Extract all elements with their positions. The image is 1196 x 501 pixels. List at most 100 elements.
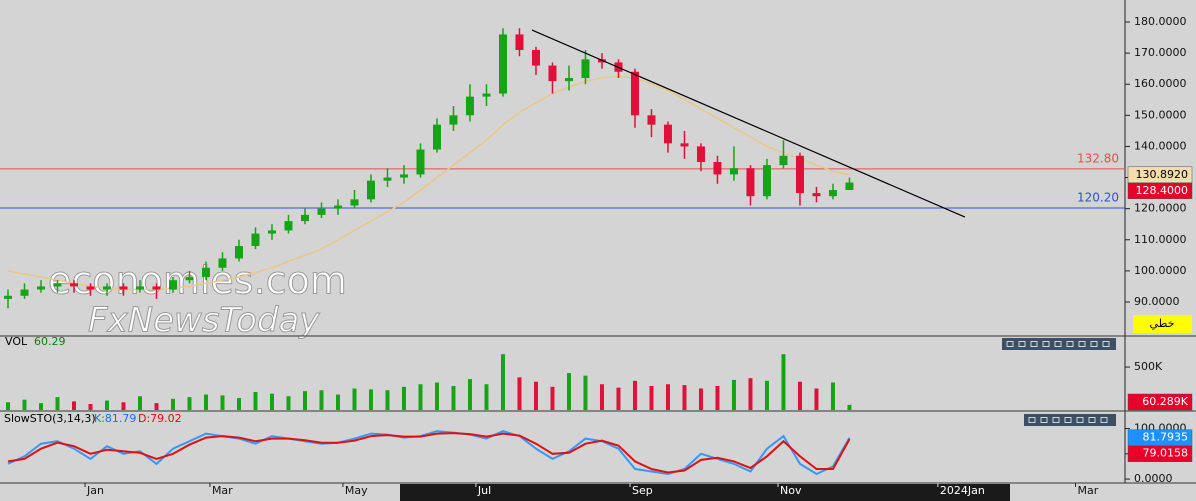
candle-body bbox=[696, 146, 705, 162]
candle-body bbox=[812, 193, 821, 197]
volume-bar bbox=[566, 373, 571, 410]
stoch-k bbox=[7, 430, 851, 476]
toolbar-icon bbox=[1042, 341, 1050, 347]
candle-body bbox=[86, 286, 95, 290]
volume-bar bbox=[484, 384, 489, 410]
toolbar-icon bbox=[1090, 341, 1098, 347]
volume-bar bbox=[649, 385, 654, 410]
x-tick-label: Nov bbox=[780, 484, 802, 497]
candle-body bbox=[168, 280, 177, 290]
level-label: 132.80 bbox=[1077, 151, 1119, 165]
candle-body bbox=[152, 286, 161, 290]
candle-body bbox=[185, 277, 194, 281]
last-value-label: 130.8920 bbox=[1136, 168, 1189, 181]
mode-button[interactable] bbox=[1133, 315, 1192, 333]
scrollbar[interactable] bbox=[400, 484, 1010, 501]
y-tick-label: 90.0000 bbox=[1134, 295, 1180, 308]
volume-bar bbox=[781, 354, 786, 410]
toolbar-icon bbox=[1066, 341, 1074, 347]
toolbar-icon bbox=[1064, 417, 1072, 423]
toolbar-icon bbox=[1030, 341, 1038, 347]
volume-bar bbox=[335, 394, 340, 410]
panel-value: D:79.02 bbox=[138, 412, 182, 425]
candle-body bbox=[713, 161, 722, 175]
toolbar-icon bbox=[1088, 417, 1096, 423]
candle-body bbox=[647, 115, 656, 125]
candle-body bbox=[284, 221, 293, 231]
candle-body bbox=[432, 124, 441, 150]
toolbar-icon bbox=[1076, 417, 1084, 423]
volume-bar bbox=[203, 394, 208, 410]
y-tick-label: 0.0000 bbox=[1134, 472, 1173, 485]
last-value-label: 128.4000 bbox=[1136, 184, 1189, 197]
volume-bar bbox=[797, 381, 802, 410]
panel-title: VOL bbox=[5, 335, 28, 348]
y-tick-label: 100.0000 bbox=[1134, 264, 1187, 277]
y-tick-label: 500K bbox=[1134, 360, 1163, 373]
volume-bar bbox=[368, 389, 373, 410]
watermark: economies.com FxNewsToday bbox=[48, 258, 348, 341]
volume-bar bbox=[748, 378, 753, 410]
volume-bar bbox=[121, 402, 126, 410]
y-tick-label: 170.0000 bbox=[1134, 46, 1187, 59]
candle-body bbox=[399, 174, 408, 178]
y-tick-label: 140.0000 bbox=[1134, 139, 1187, 152]
volume-bar bbox=[286, 396, 291, 410]
candle-body bbox=[680, 143, 689, 147]
candle-body bbox=[366, 180, 375, 200]
stoch-d bbox=[7, 432, 851, 474]
volume-bar bbox=[616, 387, 621, 410]
x-tick-label: 2024Jan bbox=[940, 484, 985, 497]
toolbar-bg bbox=[1024, 414, 1116, 426]
candle-body bbox=[746, 168, 755, 197]
toolbar-icon bbox=[1040, 417, 1048, 423]
volume-bar bbox=[517, 377, 522, 410]
panel-value: 60.29 bbox=[34, 335, 66, 348]
volume-bar bbox=[154, 403, 159, 410]
volume-bar bbox=[550, 386, 555, 410]
candle-body bbox=[845, 182, 854, 190]
candle-body bbox=[37, 286, 46, 290]
candle-body bbox=[416, 149, 425, 175]
x-tick-label: Jan bbox=[86, 484, 104, 497]
last-value-label: 81.7935 bbox=[1143, 431, 1189, 444]
volume-bar bbox=[269, 393, 274, 410]
volume-bar bbox=[418, 384, 423, 410]
volume-bar bbox=[847, 404, 852, 410]
last-value-label: 60.289K bbox=[1142, 395, 1188, 408]
candle-body bbox=[4, 295, 13, 299]
toolbar-icon bbox=[1018, 341, 1026, 347]
volume-bar bbox=[22, 399, 27, 410]
level-label: 120.20 bbox=[1077, 191, 1119, 205]
candle-body bbox=[102, 286, 111, 290]
candle-body bbox=[383, 177, 392, 181]
toolbar-icon bbox=[1102, 341, 1110, 347]
volume-bar bbox=[137, 396, 142, 410]
volume-bar bbox=[451, 385, 456, 410]
y-tick-label: 160.0000 bbox=[1134, 77, 1187, 90]
candle-body bbox=[663, 124, 672, 144]
volume-bar bbox=[71, 401, 76, 410]
last-value-box bbox=[1127, 445, 1193, 462]
candle-body bbox=[234, 245, 243, 259]
last-value-box bbox=[1127, 393, 1193, 411]
toolbar-icon bbox=[1100, 417, 1108, 423]
volume-bar bbox=[764, 380, 769, 410]
candle-body bbox=[53, 283, 62, 287]
volume-bar bbox=[236, 397, 241, 410]
y-tick-label: 150.0000 bbox=[1134, 108, 1187, 121]
volume-bar bbox=[6, 402, 11, 410]
candle-body bbox=[630, 71, 639, 116]
candle-body bbox=[531, 49, 540, 66]
volume-bar bbox=[731, 379, 736, 410]
toolbar-icon bbox=[1006, 341, 1014, 347]
volume-bar bbox=[715, 385, 720, 410]
volume-bar bbox=[434, 382, 439, 410]
y-tick-label: 110.0000 bbox=[1134, 233, 1187, 246]
y-tick-label: 180.0000 bbox=[1134, 15, 1187, 28]
candle-body bbox=[449, 115, 458, 125]
volume-bar bbox=[104, 400, 109, 410]
mode-label: خطي bbox=[1150, 317, 1175, 330]
panel-title: SlowSTO(3,14,3) bbox=[4, 412, 96, 425]
volume-bar bbox=[319, 390, 324, 410]
